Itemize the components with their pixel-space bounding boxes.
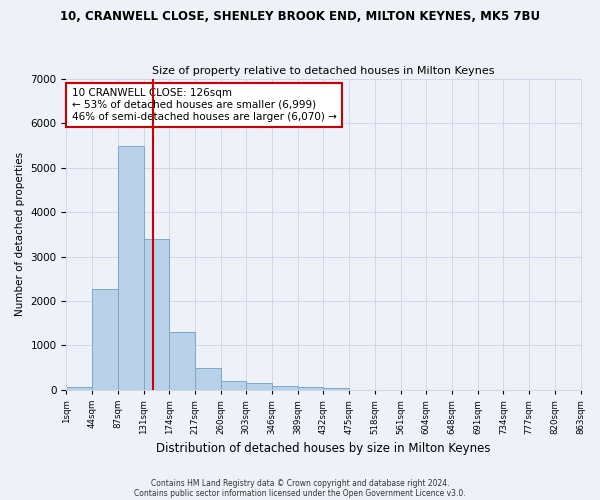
Bar [195, 368, 221, 390]
X-axis label: Distribution of detached houses by size in Milton Keynes: Distribution of detached houses by size … [156, 442, 491, 455]
Y-axis label: Number of detached properties: Number of detached properties [15, 152, 25, 316]
Bar [323, 388, 349, 390]
Bar [272, 386, 298, 390]
Bar [221, 382, 247, 390]
Bar [118, 146, 143, 390]
Bar [92, 289, 118, 390]
Bar [298, 387, 323, 390]
Text: Contains HM Land Registry data © Crown copyright and database right 2024.: Contains HM Land Registry data © Crown c… [151, 478, 449, 488]
Text: 10 CRANWELL CLOSE: 126sqm
← 53% of detached houses are smaller (6,999)
46% of se: 10 CRANWELL CLOSE: 126sqm ← 53% of detac… [71, 88, 337, 122]
Bar [169, 332, 195, 390]
Text: 10, CRANWELL CLOSE, SHENLEY BROOK END, MILTON KEYNES, MK5 7BU: 10, CRANWELL CLOSE, SHENLEY BROOK END, M… [60, 10, 540, 23]
Bar [67, 386, 92, 390]
Title: Size of property relative to detached houses in Milton Keynes: Size of property relative to detached ho… [152, 66, 495, 76]
Bar [247, 383, 272, 390]
Bar [143, 239, 169, 390]
Text: Contains public sector information licensed under the Open Government Licence v3: Contains public sector information licen… [134, 488, 466, 498]
